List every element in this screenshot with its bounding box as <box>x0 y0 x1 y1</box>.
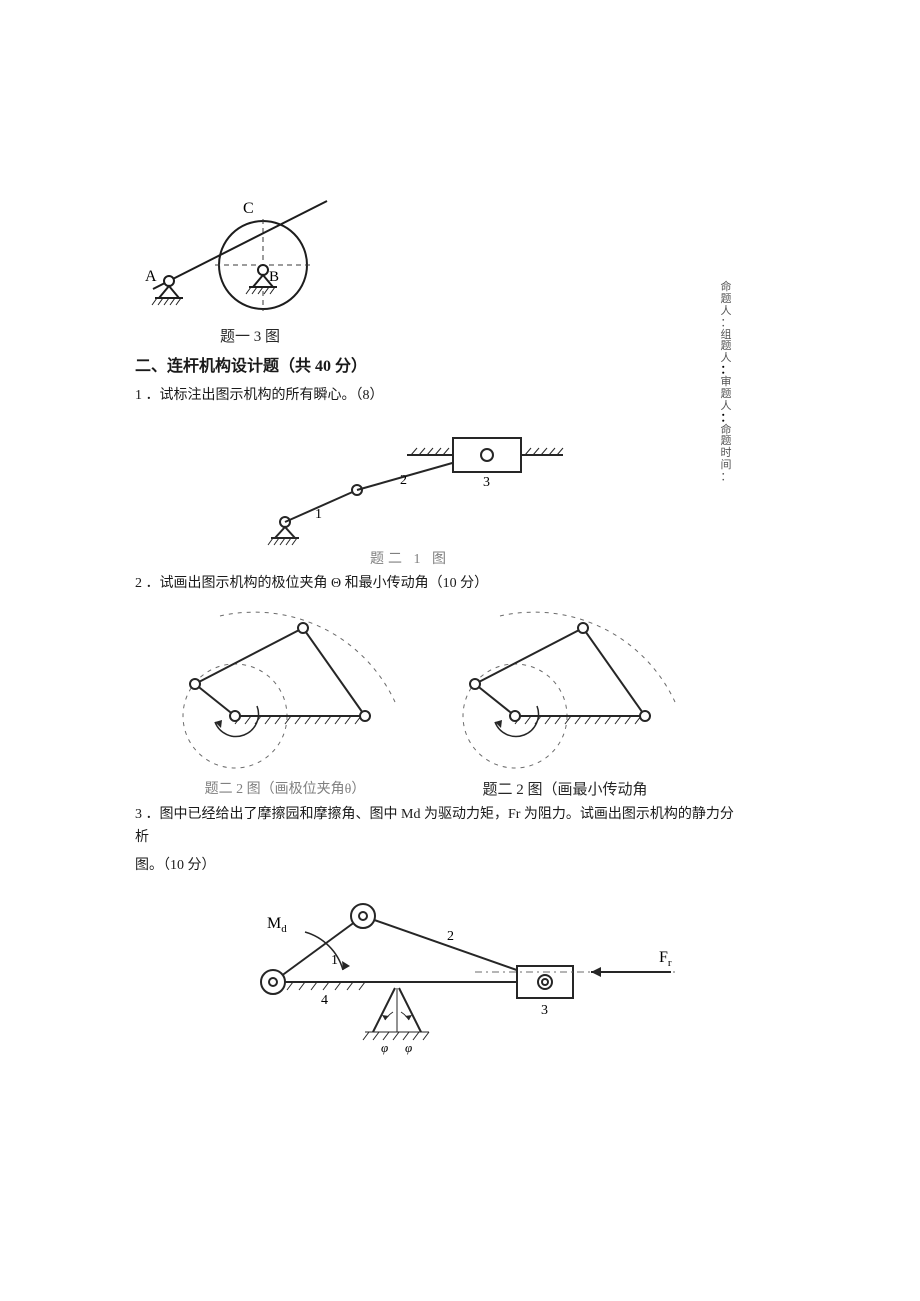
fig-2-2-right-caption: 题二 2 图（画最小传动角 <box>445 778 685 799</box>
label-four: 4 <box>321 993 328 1008</box>
q3-line1: 3 ．图中已经给出了摩擦园和摩擦角、图中 Md 为驱动力矩，Fr 为阻力。试画出… <box>135 803 735 851</box>
label-one: 1 <box>331 953 338 968</box>
fig-1-3-block: A B C 题一 3 图 <box>135 195 735 346</box>
fig-2-2-row: 题二 2 图（画极位夹角θ） <box>165 606 735 799</box>
page: 命题人：组题人：审题人：命题时间： <box>0 0 920 1301</box>
label-phi-l: φ <box>381 1040 388 1055</box>
fig-2-3-svg: Md 1 2 3 4 Fr φ φ <box>215 892 695 1082</box>
fig-2-2-right-svg <box>445 606 685 776</box>
label-3: 3 <box>483 475 490 490</box>
label-md: Md <box>267 915 287 935</box>
q1-text: 1 ．试标注出图示机构的所有瞬心。（8） <box>135 384 735 408</box>
label-a: A <box>145 268 157 285</box>
q3-line2: 图。（10 分） <box>135 854 735 878</box>
q2-text: 2 ．试画出图示机构的极位夹角 Θ 和最小传动角（10 分） <box>135 572 735 596</box>
fig-1-3-caption: 题一 3 图 <box>135 325 365 346</box>
label-2: 2 <box>400 473 407 488</box>
label-1: 1 <box>315 507 322 522</box>
fig-2-1-block: 1 2 3 题二 1 图 <box>245 426 735 568</box>
fig-2-2-left-svg <box>165 606 405 776</box>
fig-2-1-caption: 题二 1 图 <box>245 548 575 568</box>
fig-2-2-left-caption: 题二 2 图（画极位夹角θ） <box>165 778 405 798</box>
fig-1-3-svg: A B C <box>135 195 365 323</box>
fig-2-1-svg: 1 2 3 <box>245 426 575 546</box>
fig-2-2-left: 题二 2 图（画极位夹角θ） <box>165 606 405 799</box>
label-fr: Fr <box>659 949 672 969</box>
label-three: 3 <box>541 1003 548 1018</box>
section-heading: 二、连杆机构设计题（共 40 分） <box>135 352 735 376</box>
fig-2-3-block: Md 1 2 3 4 Fr φ φ <box>215 892 735 1082</box>
label-b: B <box>269 269 279 285</box>
fig-2-2-right: 题二 2 图（画最小传动角 <box>445 606 685 799</box>
label-phi-r: φ <box>405 1040 412 1055</box>
label-c: C <box>243 200 254 217</box>
label-two: 2 <box>447 929 454 944</box>
content-column: A B C 题一 3 图 二、连杆机构设计题（共 40 分） 1 ．试标注出图示… <box>135 195 735 1086</box>
